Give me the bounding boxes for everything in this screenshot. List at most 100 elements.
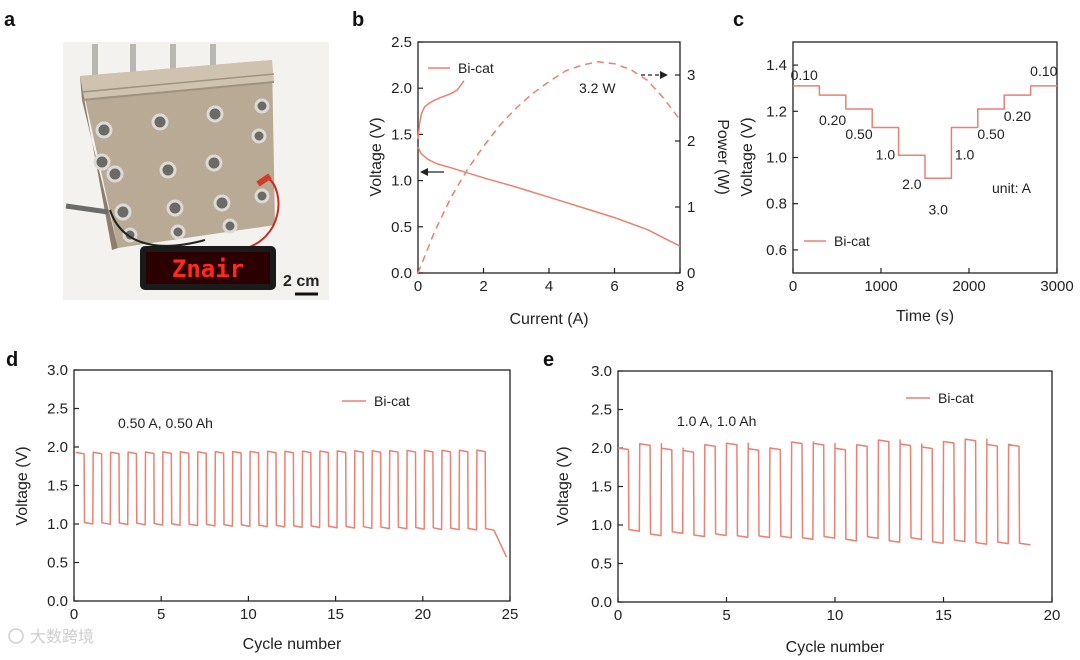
chart-c-unit-note: unit: A	[992, 180, 1032, 196]
chart-e-ytick-label: 0.0	[591, 594, 612, 611]
chart-e-ytick-label: 2.0	[591, 440, 612, 457]
watermark-text: 大数跨境	[30, 627, 94, 646]
led-display-text: Znair	[172, 255, 244, 283]
chart-d-cycling: 0 5 10 15 20 25 0.0 0.5 1.0 1.5 2.0 2.5 3.0 Cycle nu…	[14, 362, 518, 653]
chart-d-ytick-label: 2.5	[47, 401, 68, 418]
chart-b-series-discharge-voltage	[417, 146, 681, 247]
panel-e-label: e	[543, 349, 554, 371]
chart-d-condition: 0.50 A, 0.50 Ah	[118, 415, 213, 431]
chart-b-y2tick-label: 0	[687, 265, 695, 282]
chart-b-series-power-density	[417, 61, 681, 274]
chart-b-xlabel: Current (A)	[509, 311, 588, 328]
chart-b-ytick-label: 2.0	[391, 80, 412, 97]
chart-b-annotation-max-power: 3.2 W	[579, 80, 616, 96]
watermark: 大数跨境	[8, 627, 94, 646]
chart-d-ytick-label: 1.5	[47, 478, 68, 495]
chart-c-ytick-label: 0.6	[766, 242, 787, 259]
chart-d-ytick-label: 0.0	[47, 593, 68, 610]
scale-bar-label: 2 cm	[283, 273, 319, 290]
chart-b-frame	[417, 41, 681, 274]
chart-d-ytick-label: 0.5	[47, 555, 68, 572]
chart-c-xtick-label: 0	[789, 278, 797, 295]
chart-c-step-label: 0.10	[791, 67, 818, 83]
chart-c-ylabel: Voltage (V)	[739, 117, 756, 196]
chart-e-ytick-label: 0.5	[591, 556, 612, 573]
chart-d-ytick-label: 2.0	[47, 439, 68, 456]
panel-b-label: b	[352, 9, 364, 31]
chart-b-xtick-label: 8	[676, 278, 684, 295]
chart-b-ytick-label: 1.0	[391, 173, 412, 190]
chart-b-series-charge-voltage	[417, 80, 465, 140]
chart-b-xtick-label: 6	[610, 278, 618, 295]
chart-d-xtick-label: 0	[70, 606, 78, 623]
chart-b-xtick-label: 4	[545, 278, 553, 295]
chart-c-step-label: 3.0	[928, 201, 948, 217]
panel-d-label: d	[6, 349, 18, 371]
chart-b-arrow-left-head	[420, 168, 428, 176]
chart-d-xtick-label: 25	[502, 606, 519, 623]
chart-b-xtick-label: 0	[414, 278, 422, 295]
chart-d-ytick-label: 1.0	[47, 516, 68, 533]
chart-c-step-label: 1.0	[955, 146, 975, 162]
chart-d-xlabel: Cycle number	[243, 636, 342, 653]
chart-e-xtick-label: 5	[722, 607, 730, 624]
chart-b-ylabel: Voltage (V)	[368, 117, 385, 196]
chart-c-xlabel: Time (s)	[896, 308, 954, 325]
chart-b-y2tick-label: 3	[687, 67, 695, 84]
chart-e-ytick-label: 2.5	[591, 402, 612, 419]
battery-photo: Znair 2 cm	[63, 42, 329, 300]
chart-e-ylabel: Voltage (V)	[555, 446, 572, 525]
chart-e-cycling: 0 5 10 15 20 0.0 0.5 1.0 1.5 2.0 2.5 3.0 Cycle numb…	[555, 363, 1060, 656]
chart-c-legend-label: Bi-cat	[834, 233, 870, 249]
chart-d-xtick-label: 20	[414, 606, 431, 623]
chart-e-xtick-label: 15	[935, 607, 952, 624]
chart-b-arrow-right-head	[660, 71, 668, 79]
chart-b-ytick-label: 0.0	[391, 265, 412, 282]
chart-b-xtick-label: 2	[479, 278, 487, 295]
chart-c-step-label: 1.0	[876, 146, 896, 162]
chart-c-ytick-label: 1.4	[766, 57, 787, 74]
chart-d-ylabel: Voltage (V)	[14, 446, 31, 525]
chart-b-ytick-label: 2.5	[391, 34, 412, 51]
chart-b-y2label: Power (W)	[714, 119, 731, 195]
chart-c-step-label: 0.50	[845, 126, 872, 142]
chart-e-ytick-label: 3.0	[591, 363, 612, 380]
chart-c-ytick-label: 1.0	[766, 150, 787, 167]
chart-e-ytick-label: 1.5	[591, 479, 612, 496]
chart-d-xtick-label: 10	[240, 606, 257, 623]
chart-c-xtick-label: 3000	[1040, 278, 1073, 295]
chart-e-xtick-label: 10	[827, 607, 844, 624]
chart-e-legend-label: Bi-cat	[938, 390, 974, 406]
chart-e-ytick-label: 1.0	[591, 517, 612, 534]
chart-c-ytick-label: 0.8	[766, 196, 787, 213]
watermark-logo-icon	[8, 628, 24, 644]
chart-d-legend-label: Bi-cat	[374, 393, 410, 409]
chart-d-ytick-label: 3.0	[47, 362, 68, 379]
chart-d-xtick-label: 5	[157, 606, 165, 623]
chart-c-series-voltage	[793, 85, 1057, 180]
chart-c-step-label: 2.0	[902, 176, 922, 192]
chart-b-y2tick-label: 1	[687, 199, 695, 216]
chart-e-xtick-label: 0	[614, 607, 622, 624]
chart-c-xtick-label: 2000	[952, 278, 985, 295]
chart-d-series-voltage	[75, 449, 508, 558]
chart-c-ytick-label: 1.2	[766, 103, 787, 120]
chart-e-series-voltage	[617, 438, 1031, 546]
panel-a-label: a	[4, 9, 16, 31]
chart-c-step-label: 0.50	[977, 126, 1004, 142]
chart-e-xtick-label: 20	[1044, 607, 1061, 624]
chart-b-ytick-label: 0.5	[391, 219, 412, 236]
chart-b-legend-label: Bi-cat	[458, 60, 494, 76]
chart-b-y2tick-label: 2	[687, 133, 695, 150]
chart-d-xtick-label: 15	[327, 606, 344, 623]
chart-c-step-label: 0.20	[819, 112, 846, 128]
chart-c-step-label: 0.20	[1004, 108, 1031, 124]
chart-b-ytick-label: 1.5	[391, 126, 412, 143]
chart-e-condition: 1.0 A, 1.0 Ah	[677, 413, 756, 429]
panel-c-label: c	[733, 9, 744, 31]
chart-c-xtick-label: 1000	[864, 278, 897, 295]
chart-d-frame	[73, 369, 511, 602]
